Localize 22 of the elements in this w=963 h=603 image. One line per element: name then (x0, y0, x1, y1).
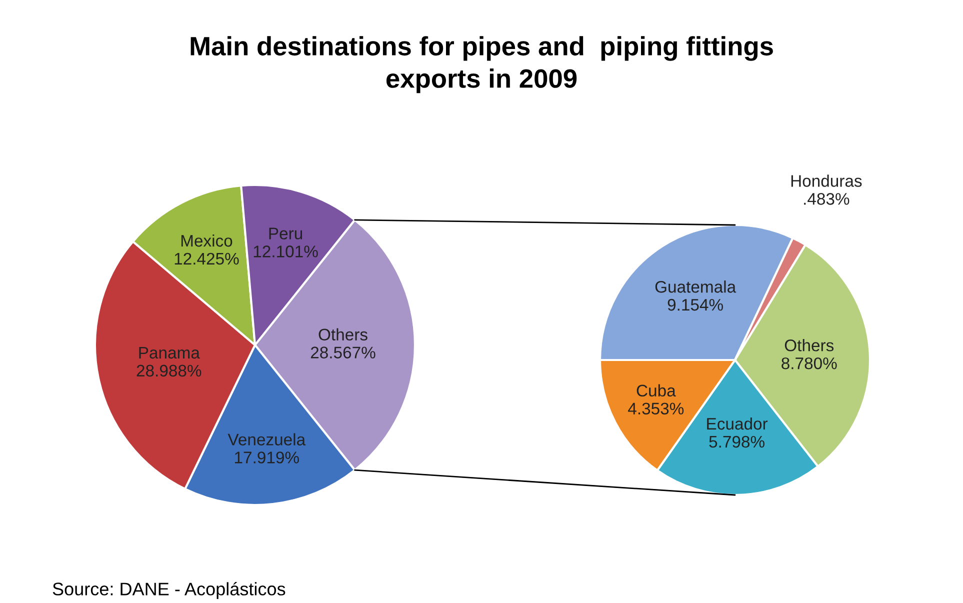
data-label: 28.567% (310, 346, 376, 358)
data-label: 9.154% (668, 298, 723, 311)
slice-label: Others (784, 339, 834, 352)
data-label: 28.988% (136, 364, 202, 377)
data-label: 17.919% (235, 452, 299, 464)
data-label: 12.425% (174, 252, 239, 265)
data-label: 5.798% (709, 436, 764, 448)
slice-label: Mexico (181, 234, 232, 247)
slice-label: Venezuela (228, 433, 306, 446)
slice-label: Ecuador (707, 417, 768, 430)
source-note: Source: DANE - Acoplásticos (52, 582, 286, 599)
slice-label: Peru (269, 228, 302, 240)
data-label: 12.101% (254, 246, 318, 258)
slice-label: Guatemala (655, 280, 736, 293)
data-label: .483% (804, 193, 850, 205)
data-label: 8.780% (782, 357, 837, 370)
slice-label: Honduras (791, 174, 862, 187)
slice-label: Cuba (636, 384, 676, 397)
slice-label: Others (318, 328, 368, 340)
data-label: 4.353% (628, 402, 684, 414)
slice-label: Panama (139, 347, 200, 359)
text: Main destinations for pipes and piping fittings exports in 2009 (190, 36, 773, 94)
